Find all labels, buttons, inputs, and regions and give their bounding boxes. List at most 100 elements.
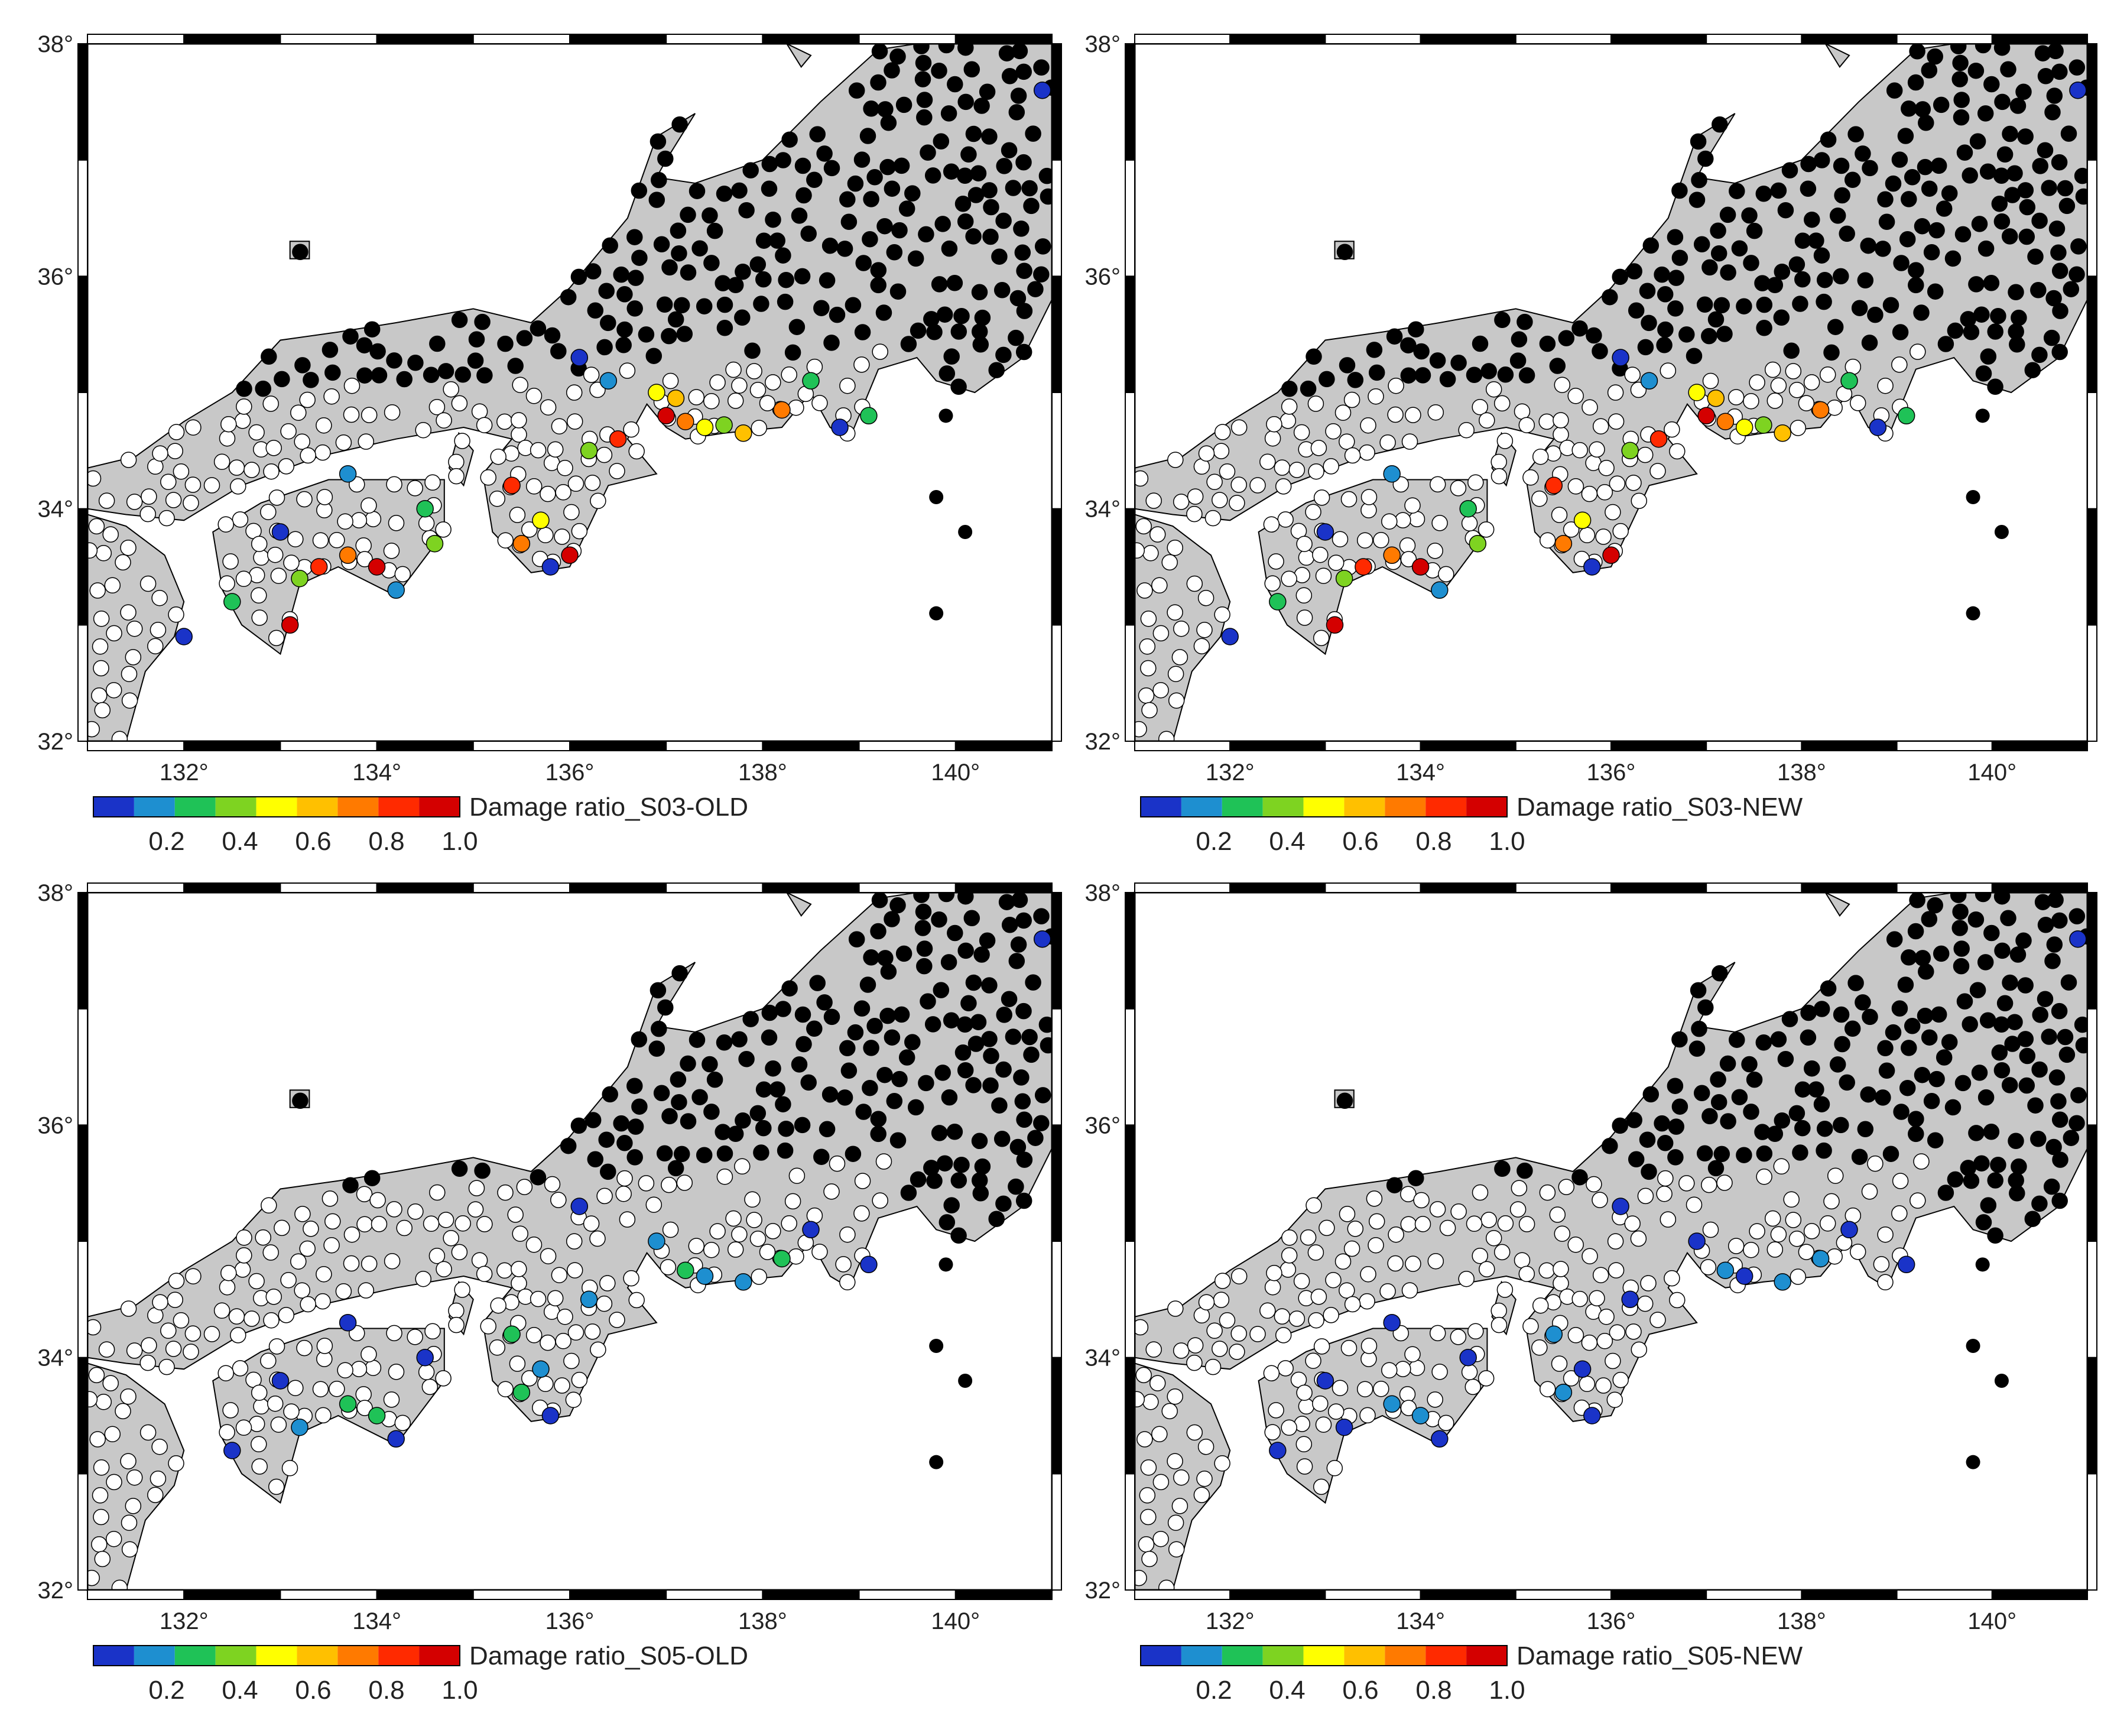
station-dot [943,348,960,365]
station-dot [537,527,554,544]
station-dot [1230,419,1248,436]
station-dot [1497,366,1514,383]
station-dot [1875,241,1891,257]
station-dot [1642,237,1660,254]
station-dot [1794,271,1811,288]
station-dot [303,372,319,388]
lat-tick-label: 32° [1085,1578,1121,1604]
colorbar-tick-label: 0.2 [148,827,184,856]
colorbar-tick-label: 0.4 [222,827,258,856]
station-dot [443,381,459,398]
station-dot [1764,361,1781,378]
station-dot [1373,532,1389,549]
damage-station [339,1313,357,1332]
station-dot [876,1066,893,1083]
station-dot [1636,446,1654,463]
station-dot [1834,1036,1850,1053]
damage-station [1869,418,1887,436]
station-dot [1813,1096,1830,1112]
station-dot [1803,374,1820,391]
station-dot [889,897,906,914]
station-dot [1983,275,2000,291]
station-dot [496,413,513,430]
station-dot [1954,1075,1972,1092]
station-dot [2057,1028,2074,1046]
station-dot [1589,441,1605,458]
station-dot [2019,199,2036,216]
station-dot [957,213,974,230]
station-dot [1668,270,1684,286]
station-dot [1660,362,1677,379]
station-dot [1877,1040,1894,1057]
station-dot [1833,157,1850,174]
station-dot [1657,1170,1674,1187]
station-dot [530,1169,547,1186]
damage-station [1335,1418,1353,1436]
station-dot [1657,286,1674,303]
station-dot [731,1226,748,1243]
station-dot [125,649,142,666]
station-dot [907,1099,924,1116]
station-dot [1592,343,1608,359]
station-dot [1941,185,1958,202]
colorbar-segment [378,797,420,817]
station-dot [451,1244,468,1261]
station-dot [1908,277,1924,294]
station-dot [89,1431,106,1448]
station-dot [1693,1085,1710,1102]
station-dot [910,322,927,339]
station-dot [550,343,567,359]
station-dot [1693,236,1710,253]
station-dot [819,1121,836,1138]
station-dot [158,1358,175,1375]
station-dot [676,326,693,342]
station-dot [121,1514,138,1531]
station-dot [2068,59,2086,76]
station-dot [1295,1436,1313,1453]
station-dot [1914,101,1931,118]
station-dot [2046,936,2063,953]
colorbar-segment [1181,1646,1222,1666]
station-dot [596,339,613,356]
station-dot [1654,266,1670,283]
station-dot [248,424,265,441]
station-dot [982,1077,999,1094]
station-dot [217,516,234,533]
station-dot [1173,1342,1190,1359]
station-dot [1490,1316,1508,1333]
station-dot [600,314,616,332]
station-dot [781,131,798,148]
station-dot [880,115,897,131]
colorbar-segment [256,797,297,817]
station-dot [1480,363,1497,379]
station-dot [1015,63,1032,80]
station-dot [1001,68,1018,85]
station-dot [1381,1362,1398,1378]
station-dot [1804,1060,1820,1077]
station-dot [1855,145,1871,162]
station-dot [661,1108,678,1125]
station-dot [1749,1223,1765,1239]
station-dot [1414,367,1431,384]
damage-station [677,413,694,430]
station-dot [280,1271,297,1289]
station-dot [1839,1074,1855,1091]
station-dot [1332,531,1349,547]
station-dot [1785,363,1802,379]
lon-tick-label: 140° [1967,760,2016,786]
station-dot [1323,1307,1339,1323]
damage-station [648,384,665,401]
station-dot [1954,226,1972,243]
station-dot [1729,183,1745,199]
station-dot [703,255,720,271]
station-dot [566,1233,583,1250]
station-dot [839,1226,856,1243]
station-dot [1021,180,1038,197]
station-dot [555,1333,571,1349]
colorbar-segment [134,797,175,817]
station-dot [891,222,908,239]
station-dot [168,606,184,623]
station-dot [1808,232,1824,249]
station-dot [1167,604,1183,621]
station-dot [476,417,493,433]
